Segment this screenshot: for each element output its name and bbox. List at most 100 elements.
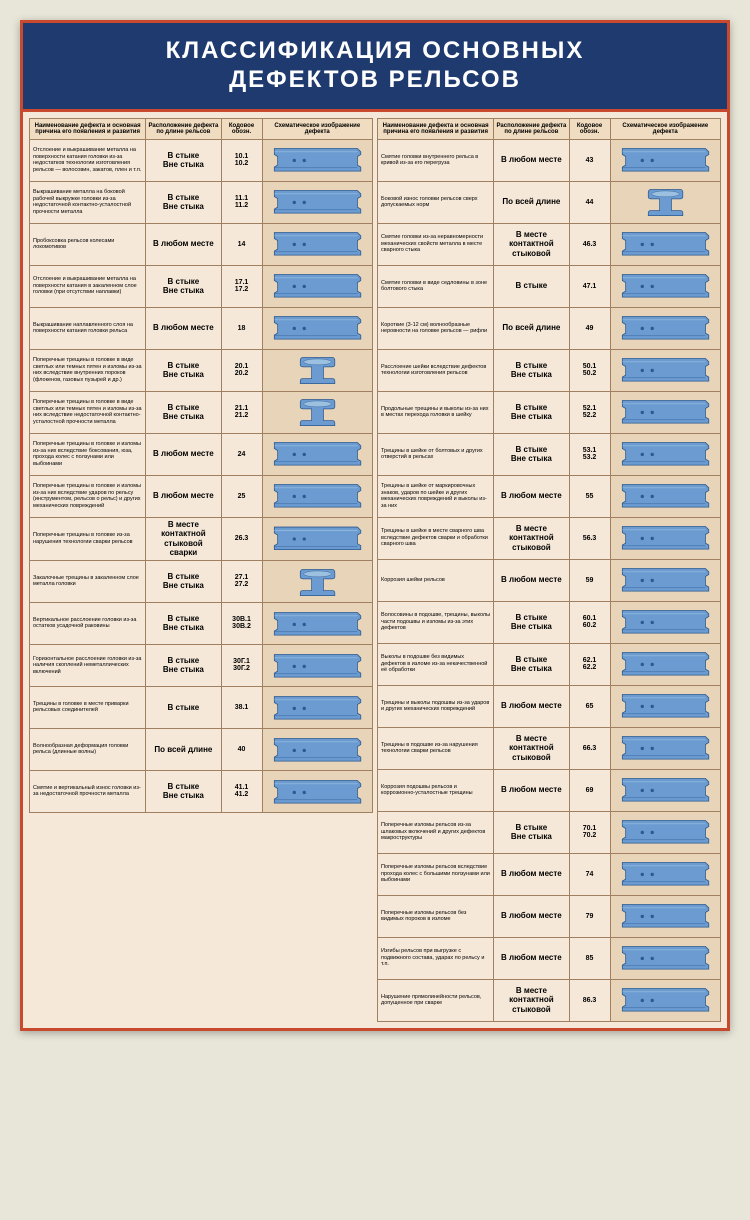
defect-code: 50.150.2 xyxy=(570,350,611,391)
defect-description: Волнообразная деформация головки рельса … xyxy=(30,729,146,770)
defect-image xyxy=(611,392,720,433)
defect-code: 79 xyxy=(570,896,611,937)
table-row: Поперечные трещины в головке из-за наруш… xyxy=(29,518,373,561)
defect-image xyxy=(611,854,720,895)
defect-description: Выколы в подошве без видимых дефектов в … xyxy=(378,644,494,685)
table-row: Расслоение шейки вследствие дефектов тех… xyxy=(377,350,721,392)
defect-location: В стыке xyxy=(146,687,221,728)
defect-code: 30В.130В.2 xyxy=(222,603,263,644)
defect-image xyxy=(263,266,372,307)
defect-description: Нарушение прямолинейности рельсов, допущ… xyxy=(378,980,494,1021)
defect-description: Трещины и выколы подошвы из-за ударов и … xyxy=(378,686,494,727)
defect-location: В любом месте xyxy=(494,686,569,727)
header-col-name: Наименование дефекта и основная причина … xyxy=(30,119,146,139)
table-row: Продольные трещины и выколы из-за них в … xyxy=(377,392,721,434)
defect-location: В стыкеВне стыка xyxy=(146,645,221,686)
defect-image xyxy=(611,938,720,979)
table-row: Отслоение и выкрашивание металла на пове… xyxy=(29,266,373,308)
table-row: Поперечные изломы рельсов вследствие про… xyxy=(377,854,721,896)
defect-code: 65 xyxy=(570,686,611,727)
defect-image xyxy=(263,224,372,265)
defect-code: 69 xyxy=(570,770,611,811)
table-row: Нарушение прямолинейности рельсов, допущ… xyxy=(377,980,721,1022)
defect-description: Коррозия шейки рельсов xyxy=(378,560,494,601)
defect-code: 18 xyxy=(222,308,263,349)
defect-image xyxy=(263,392,372,433)
defect-image xyxy=(611,602,720,643)
defect-location: В любом месте xyxy=(494,560,569,601)
header-col-name: Наименование дефекта и основная причина … xyxy=(378,119,494,139)
defect-description: Поперечные трещины в головке из-за наруш… xyxy=(30,518,146,560)
defect-location: В стыкеВне стыка xyxy=(146,266,221,307)
defect-description: Короткие (3-12 см) волнообразные неровно… xyxy=(378,308,494,349)
defect-code: 70.170.2 xyxy=(570,812,611,853)
table-row: Боковой износ головки рельсов сверх допу… xyxy=(377,182,721,224)
defect-code: 21.121.2 xyxy=(222,392,263,433)
defect-description: Коррозия подошвы рельсов и коррозионно-у… xyxy=(378,770,494,811)
defect-location: По всей длине xyxy=(494,182,569,223)
defect-description: Поперечные изломы рельсов вследствие про… xyxy=(378,854,494,895)
table-row: Смятие головки из-за неравномерности мех… xyxy=(377,224,721,266)
table-row: Горизонтальное расслоение головки из-за … xyxy=(29,645,373,687)
defect-image xyxy=(611,770,720,811)
defect-image xyxy=(611,266,720,307)
defect-code: 86.3 xyxy=(570,980,611,1021)
defect-location: В стыкеВне стыка xyxy=(494,644,569,685)
defect-image xyxy=(611,980,720,1021)
defect-location: В стыкеВне стыка xyxy=(146,182,221,223)
defect-code: 55 xyxy=(570,476,611,517)
defect-image xyxy=(263,182,372,223)
defect-description: Вертикальное расслоение головки из-за ос… xyxy=(30,603,146,644)
defect-location: В месте контактной стыковой xyxy=(494,728,569,769)
defect-location: В любом месте xyxy=(146,476,221,517)
defect-code: 14 xyxy=(222,224,263,265)
defect-location: В стыкеВне стыка xyxy=(146,603,221,644)
defect-description: Горизонтальное расслоение головки из-за … xyxy=(30,645,146,686)
defect-description: Отслоение и выкрашивание металла на пове… xyxy=(30,266,146,307)
defect-location: В любом месте xyxy=(494,854,569,895)
table-row: Поперечные трещины в головке в виде свет… xyxy=(29,392,373,434)
table-header: Наименование дефекта и основная причина … xyxy=(377,118,721,140)
defect-code: 85 xyxy=(570,938,611,979)
table-row: Поперечные изломы рельсов из-за шлаковых… xyxy=(377,812,721,854)
defect-code: 17.117.2 xyxy=(222,266,263,307)
header-col-location: Расположение дефекта по длине рельсов xyxy=(146,119,221,139)
defect-code: 43 xyxy=(570,140,611,181)
defect-location: По всей длине xyxy=(146,729,221,770)
defect-image xyxy=(611,350,720,391)
defect-image xyxy=(611,896,720,937)
defect-description: Выкрашивание металла на боковой рабочей … xyxy=(30,182,146,223)
poster-title: КЛАССИФИКАЦИЯ ОСНОВНЫХ ДЕФЕКТОВ РЕЛЬСОВ xyxy=(33,37,717,95)
defect-location: В любом месте xyxy=(494,770,569,811)
defect-image xyxy=(611,812,720,853)
poster: КЛАССИФИКАЦИЯ ОСНОВНЫХ ДЕФЕКТОВ РЕЛЬСОВ … xyxy=(20,20,730,1031)
defect-location: В стыкеВне стыка xyxy=(494,392,569,433)
defect-location: В любом месте xyxy=(146,434,221,475)
header-col-image: Схематическое изображение дефекта xyxy=(263,119,372,139)
defect-description: Поперечные трещины в головке в виде свет… xyxy=(30,392,146,433)
table-row: Закалочные трещины в закаленном слое мет… xyxy=(29,561,373,603)
defect-location: В любом месте xyxy=(494,938,569,979)
table-row: Волосовины в подошве, трещины, выколы ча… xyxy=(377,602,721,644)
left-table: Наименование дефекта и основная причина … xyxy=(29,118,373,1022)
table-row: Коррозия шейки рельсов В любом месте 59 xyxy=(377,560,721,602)
defect-location: В стыкеВне стыка xyxy=(146,561,221,602)
defect-location: В стыкеВне стыка xyxy=(494,434,569,475)
defect-location: В любом месте xyxy=(146,308,221,349)
defect-code: 46.3 xyxy=(570,224,611,265)
table-row: Поперечные трещины в головке в виде свет… xyxy=(29,350,373,392)
defect-image xyxy=(611,308,720,349)
defect-description: Расслоение шейки вследствие дефектов тех… xyxy=(378,350,494,391)
defect-description: Поперечные трещины в головке и изломы из… xyxy=(30,476,146,517)
table-row: Трещины и выколы подошвы из-за ударов и … xyxy=(377,686,721,728)
defect-description: Трещины в шейке от маркировочных знаков,… xyxy=(378,476,494,517)
defect-description: Поперечные трещины в головке и изломы из… xyxy=(30,434,146,475)
header-col-image: Схематическое изображение дефекта xyxy=(611,119,720,139)
defect-location: В стыкеВне стыка xyxy=(146,140,221,181)
tables-container: Наименование дефекта и основная причина … xyxy=(23,112,727,1028)
table-row: Трещины в подошве из-за нарушения технол… xyxy=(377,728,721,770)
defect-location: В стыкеВне стыка xyxy=(494,812,569,853)
defect-image xyxy=(611,518,720,559)
table-row: Волнообразная деформация головки рельса … xyxy=(29,729,373,771)
defect-code: 25 xyxy=(222,476,263,517)
